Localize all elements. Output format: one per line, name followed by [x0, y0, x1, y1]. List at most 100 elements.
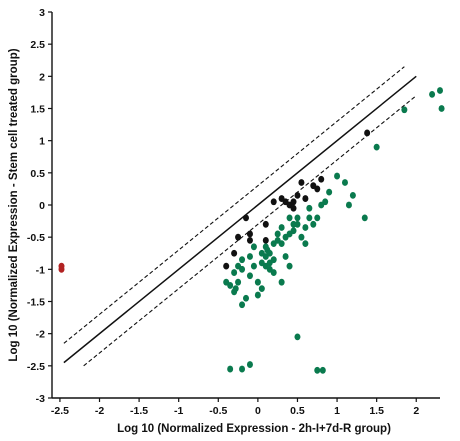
data-point-unchanged [262, 220, 269, 228]
data-point-downregulated [266, 249, 273, 257]
data-point-downregulated [227, 365, 234, 373]
data-point-unchanged [290, 204, 297, 212]
x-tick-label: 1 [334, 405, 340, 417]
data-point-downregulated [314, 366, 321, 374]
data-point-unchanged [290, 198, 297, 206]
data-point-downregulated [239, 365, 246, 373]
data-point-downregulated [250, 243, 257, 251]
x-tick-label: -2.5 [51, 405, 69, 417]
data-point-downregulated [437, 87, 443, 94]
x-axis-title: Log 10 (Normalized Expression - 2h-I+7d-… [117, 423, 391, 435]
data-point-unchanged [223, 262, 230, 270]
data-point-downregulated [270, 256, 277, 264]
data-point-downregulated [243, 294, 249, 302]
y-tick-label: 2.5 [30, 39, 45, 51]
data-point-downregulated [345, 201, 352, 209]
data-point-downregulated [429, 90, 436, 98]
y-tick-label: -0.5 [27, 232, 45, 244]
y-tick-label: -2.5 [27, 361, 45, 373]
x-tick-label: 0 [255, 405, 261, 417]
data-point-downregulated [401, 106, 408, 114]
data-point-downregulated [322, 198, 329, 206]
data-point-downregulated [274, 230, 281, 238]
data-point-downregulated [349, 191, 356, 199]
data-point-downregulated [294, 220, 301, 228]
x-tick-label: 2 [413, 405, 419, 417]
data-point-downregulated [438, 105, 445, 112]
data-point-downregulated [235, 278, 242, 286]
y-tick-label: 1 [39, 136, 45, 148]
y-tick-label: 3 [39, 7, 45, 19]
data-point-downregulated [239, 301, 246, 309]
data-point-downregulated [278, 278, 285, 286]
data-point-downregulated [326, 188, 333, 196]
y-tick-label: -1 [36, 264, 45, 276]
data-point-downregulated [341, 179, 348, 186]
data-point-downregulated [246, 253, 253, 260]
threshold-line [63, 66, 405, 344]
reference-lines [63, 66, 417, 367]
data-point-downregulated [294, 333, 301, 341]
y-tick-label: 2 [39, 71, 45, 83]
identity-line [63, 75, 417, 364]
data-point-downregulated [306, 214, 313, 222]
data-point-upregulated [58, 265, 65, 273]
data-point-downregulated [373, 143, 380, 151]
data-point-downregulated [294, 214, 301, 222]
data-point-downregulated [302, 240, 309, 248]
data-point-downregulated [278, 240, 285, 248]
data-point-downregulated [232, 285, 239, 293]
data-point-downregulated [302, 224, 309, 231]
x-tick-label: -1.5 [130, 405, 148, 417]
data-point-unchanged [364, 129, 371, 137]
data-point-downregulated [334, 172, 341, 180]
data-point-unchanged [243, 214, 249, 222]
y-tick-label: 0 [39, 200, 45, 212]
x-tick-label: -0.5 [209, 405, 227, 417]
data-point-unchanged [302, 195, 309, 202]
data-point-unchanged [262, 236, 269, 244]
data-point-downregulated [239, 256, 246, 264]
axes: -2.5 -2 -1.5 -1 -0.5 0 0.5 1 1.5 2 -3 -2.5 -2 -1.5 -1… [27, 7, 440, 417]
data-point-unchanged [246, 236, 253, 244]
data-point-unchanged [231, 249, 238, 257]
data-point-downregulated [282, 253, 289, 260]
data-point-unchanged [314, 185, 321, 193]
data-point-downregulated [310, 220, 317, 228]
data-point-downregulated [314, 214, 321, 222]
x-tick-label: 0.5 [290, 405, 305, 417]
data-point-downregulated [306, 204, 313, 212]
data-point-downregulated [258, 285, 265, 293]
data-point-downregulated [227, 282, 234, 289]
data-point-downregulated [361, 214, 368, 222]
data-point-unchanged [235, 233, 242, 241]
y-tick-label: -1.5 [27, 297, 45, 309]
data-points [58, 87, 445, 374]
data-point-downregulated [286, 214, 293, 222]
data-point-downregulated [231, 269, 238, 276]
x-tick-label: -2 [95, 405, 104, 417]
data-point-downregulated [286, 262, 293, 270]
data-point-downregulated [246, 272, 253, 280]
y-axis-title: Log 10 (Normalized Expression - Stem cel… [8, 48, 20, 361]
data-point-unchanged [246, 230, 253, 238]
y-axis-ticks: -3 -2.5 -2 -1.5 -1 -0.5 0 0.5 1 1.5 2 2.5 3 [27, 7, 52, 405]
data-point-downregulated [254, 291, 261, 299]
x-tick-label: 1.5 [369, 405, 384, 417]
data-point-unchanged [294, 191, 301, 199]
data-point-downregulated [250, 262, 257, 270]
data-point-unchanged [298, 179, 305, 186]
x-axis-ticks: -2.5 -2 -1.5 -1 -0.5 0 0.5 1 1.5 2 [51, 398, 419, 417]
data-point-downregulated [298, 233, 305, 241]
data-point-downregulated [290, 227, 297, 235]
data-point-unchanged [318, 175, 325, 183]
data-point-downregulated [254, 278, 261, 286]
data-point-downregulated [239, 265, 246, 273]
y-tick-label: 1.5 [30, 104, 45, 116]
y-tick-label: -2 [36, 329, 45, 341]
data-point-downregulated [246, 361, 253, 368]
y-tick-label: -3 [36, 393, 45, 405]
data-point-downregulated [270, 269, 277, 276]
